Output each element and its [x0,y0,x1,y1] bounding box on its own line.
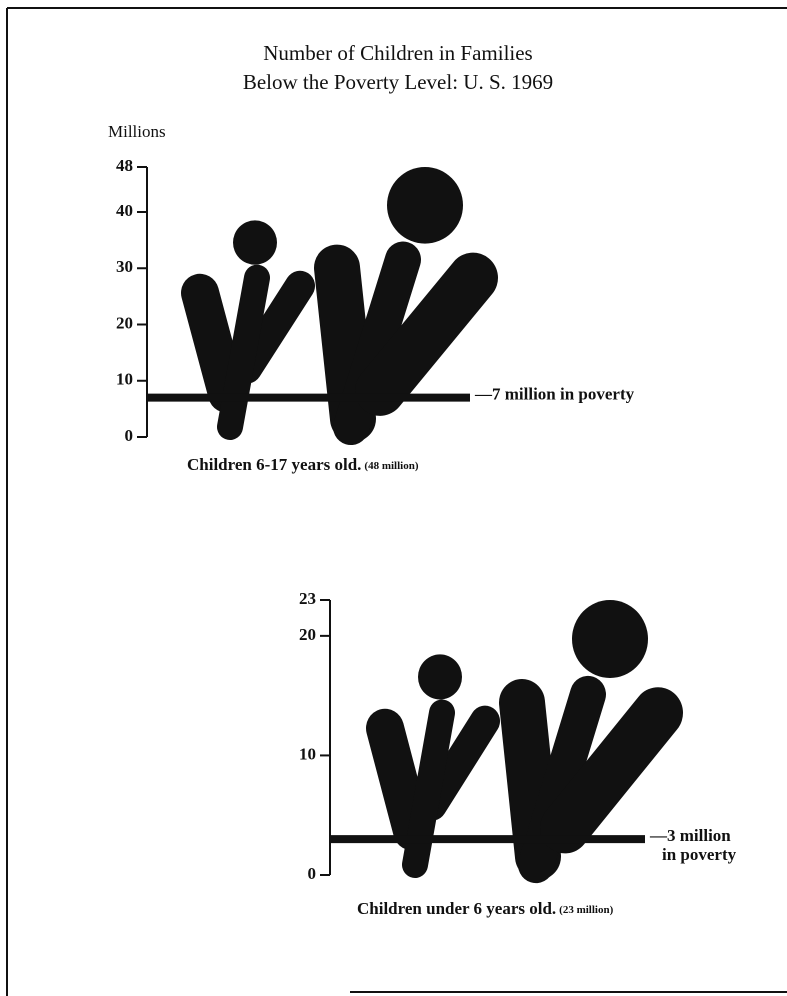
figure-limb [217,264,270,441]
title-line: Below the Poverty Level: U. S. 1969 [243,70,553,94]
caption-note: (48 million) [364,460,418,472]
children-figure [366,600,683,884]
poverty-annotation: in poverty [662,845,737,864]
caption: Children under 6 years old. (23 million) [357,899,614,918]
caption-note: (23 million) [559,904,613,916]
figure-head [572,600,648,678]
y-tick-label: 10 [299,744,316,763]
y-tick-label: 40 [116,201,133,220]
figure-limb [181,273,246,413]
y-tick-label: 20 [116,313,133,332]
figure-head [418,654,462,700]
children-figure [181,167,498,446]
figure-limb [366,708,431,851]
y-tick-label: 10 [116,370,133,389]
y-tick-label: 30 [116,257,133,276]
y-tick-label: 20 [299,625,316,644]
caption-text: Children 6-17 years old. [187,455,361,474]
y-tick-label: 0 [308,864,317,883]
figure-head [387,167,463,244]
caption: Children 6-17 years old. (48 million) [187,455,419,474]
y-axis-label: Millions [108,122,166,141]
title-line: Number of Children in Families [263,41,532,65]
y-tick-label: 48 [116,156,133,175]
y-tick-label: 23 [299,589,316,608]
figure-limb [540,687,683,854]
figure-head [233,220,277,265]
figure-limb [355,252,498,416]
poverty-annotation: —3 million [649,826,731,845]
caption-text: Children under 6 years old. [357,899,556,918]
poverty-annotation: —7 million in poverty [474,385,635,404]
y-tick-label: 0 [125,426,134,445]
